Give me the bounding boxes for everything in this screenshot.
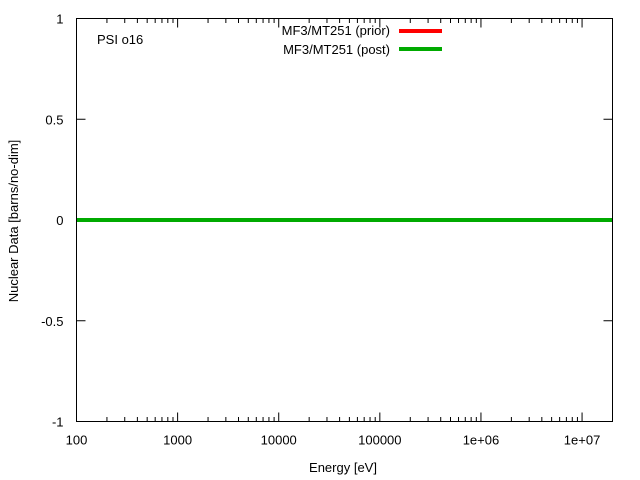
tick-labels: 100 1000 10000 100000 1e+06 1e+07 1 0.5 0 -0.5 -1 — [41, 12, 600, 448]
chart-annotation: PSI o16 — [97, 32, 143, 47]
y-tick-label: 0.5 — [45, 112, 63, 127]
plot-frame — [76, 18, 613, 422]
y-tick-label: -0.5 — [41, 314, 63, 329]
legend-label-prior: MF3/MT251 (prior) — [282, 23, 390, 38]
y-tick-label: 1 — [56, 12, 63, 27]
x-tick-label: 1e+07 — [564, 433, 601, 448]
x-tick-label: 100 — [66, 433, 88, 448]
y-axis-label: Nuclear Data [barns/no-dim] — [6, 140, 21, 303]
x-tick-label: 100000 — [358, 433, 401, 448]
y-tick-label: -1 — [52, 415, 64, 430]
legend: MF3/MT251 (prior) MF3/MT251 (post) — [282, 23, 442, 57]
y-tick-label: 0 — [56, 213, 63, 228]
tick-marks — [76, 18, 613, 422]
x-axis-label: Energy [eV] — [309, 460, 377, 475]
x-tick-label: 1000 — [163, 433, 192, 448]
x-tick-label: 1e+06 — [463, 433, 500, 448]
x-tick-label: 10000 — [261, 433, 297, 448]
legend-label-post: MF3/MT251 (post) — [283, 42, 390, 57]
